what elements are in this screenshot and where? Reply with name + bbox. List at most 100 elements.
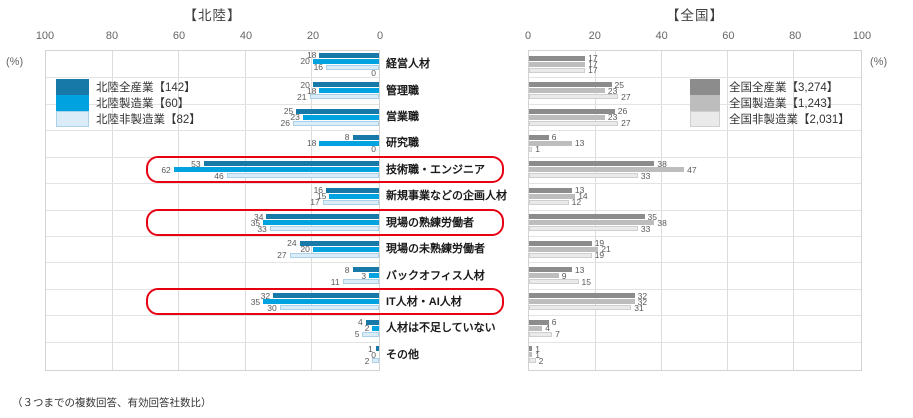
bar-series-0 [266, 214, 379, 220]
category-label: 新規事業などの企画人材 [386, 190, 507, 203]
bar-value-label: 32 [637, 296, 648, 307]
bar-value-label: 5 [354, 329, 360, 340]
bar-value-label: 1 [535, 343, 541, 354]
highlight-box [146, 208, 504, 236]
bar-value-label: 34 [254, 211, 264, 222]
bar-value-label: 13 [574, 138, 585, 149]
bar-value-label: 33 [640, 170, 651, 181]
legend-swatch [56, 79, 89, 95]
gridline [529, 235, 861, 237]
bar-series-0 [529, 293, 635, 299]
legend-item: 全国全産業【3,274】 [688, 79, 850, 95]
gridline [46, 103, 379, 105]
gridline [793, 51, 794, 370]
bar-value-label: 38 [657, 217, 667, 228]
gridline [529, 183, 861, 185]
bar-value-label: 20 [300, 56, 310, 67]
axis-tick-label: 80 [789, 30, 802, 42]
axis-tick-label: 0 [524, 30, 532, 42]
bar-value-label: 9 [561, 270, 567, 281]
category-label: 現場の未熟練労働者 [386, 243, 485, 256]
legend-label: 北陸非製造業【82】 [96, 114, 201, 126]
bar-value-label: 17 [588, 59, 598, 70]
bar-series-0 [529, 267, 572, 273]
bar-value-label: 21 [297, 91, 307, 102]
legend-item: 北陸全産業【142】 [56, 79, 201, 95]
bar-series-0 [375, 346, 379, 352]
axis-tick-label: 20 [306, 30, 320, 42]
bar-series-0 [312, 82, 379, 88]
bar-series-1 [302, 114, 379, 120]
bar-value-label: 24 [287, 238, 297, 249]
category-label: 営業職 [386, 111, 419, 124]
bar-value-label: 15 [316, 191, 327, 202]
bar-series-2 [279, 305, 379, 311]
bar-series-0 [529, 319, 549, 325]
bar-series-2 [529, 199, 569, 205]
legend-item: 北陸製造業【60】 [56, 95, 201, 111]
highlight-box [146, 287, 504, 316]
bar-series-2 [529, 358, 536, 364]
bar-series-0 [273, 293, 379, 299]
bar-value-label: 13 [574, 185, 585, 196]
bar-value-label: 18 [306, 85, 317, 96]
bar-series-1 [372, 325, 379, 331]
bar-value-label: 47 [687, 164, 697, 175]
legend-swatch [690, 79, 720, 95]
bar-series-1 [529, 88, 605, 94]
bar-series-1 [319, 140, 379, 146]
bar-series-1 [529, 140, 572, 146]
bar-series-2 [529, 94, 619, 100]
category-labels-column: 経営人材 管理職 営業職 研究職 技術職・エンジニア 新規事業などの企画人材 現場の熟練労働… [386, 50, 524, 371]
bar-value-label: 23 [290, 112, 300, 123]
bar-value-label: 19 [594, 250, 605, 261]
highlight-box [146, 155, 504, 184]
hokuriku-chart-title: 【北陸】 [183, 8, 242, 23]
bar-value-label: 18 [306, 138, 317, 149]
legend-item: 全国製造業【1,243】 [688, 95, 850, 111]
bar-series-2 [226, 173, 379, 179]
bar-value-label: 35 [647, 211, 657, 222]
gridline [529, 209, 861, 211]
axis-tick-label: 80 [105, 30, 119, 42]
bar-value-label: 21 [601, 244, 611, 255]
bar-series-2 [322, 199, 379, 205]
bar-series-1 [529, 114, 605, 120]
bar-series-2 [309, 94, 379, 100]
gridline [46, 235, 379, 237]
bar-value-label: 6 [551, 317, 557, 328]
bar-value-label: 23 [607, 112, 618, 123]
bar-value-label: 20 [300, 244, 310, 255]
bar-value-label: 8 [344, 132, 350, 143]
legend-label: 北陸製造業【60】 [96, 98, 190, 110]
bar-series-1 [529, 299, 635, 305]
bar-value-label: 1 [367, 343, 373, 354]
bar-value-label: 62 [161, 164, 171, 175]
category-label: 研究職 [386, 137, 419, 150]
bar-value-label: 14 [578, 191, 588, 202]
bar-series-1 [312, 58, 379, 64]
bar-series-1 [529, 61, 586, 67]
legend-label: 全国製造業【1,243】 [729, 98, 839, 110]
category-label: バックオフィス人材 [386, 269, 485, 282]
bar-series-1 [312, 246, 379, 252]
gridline [529, 130, 861, 132]
bar-series-2 [289, 252, 379, 258]
bar-series-1 [329, 193, 379, 199]
bar-value-label: 25 [283, 106, 294, 117]
category-label: 現場の熟練労働者 [386, 216, 474, 229]
bar-series-2 [529, 120, 619, 126]
axis-tick-label: 60 [722, 30, 735, 42]
gridline [46, 77, 379, 79]
bar-value-label: 12 [571, 197, 582, 208]
bar-series-0 [352, 267, 379, 273]
gridline [727, 51, 728, 370]
gridline [46, 315, 379, 317]
legend-swatch [690, 95, 720, 111]
bar-value-label: 26 [280, 118, 290, 129]
legend-swatch [56, 95, 89, 111]
category-label: 人材は不足していない [386, 322, 496, 335]
bar-value-label: 25 [614, 79, 624, 90]
bar-series-0 [529, 346, 533, 352]
axis-tick-label: 100 [852, 30, 872, 42]
